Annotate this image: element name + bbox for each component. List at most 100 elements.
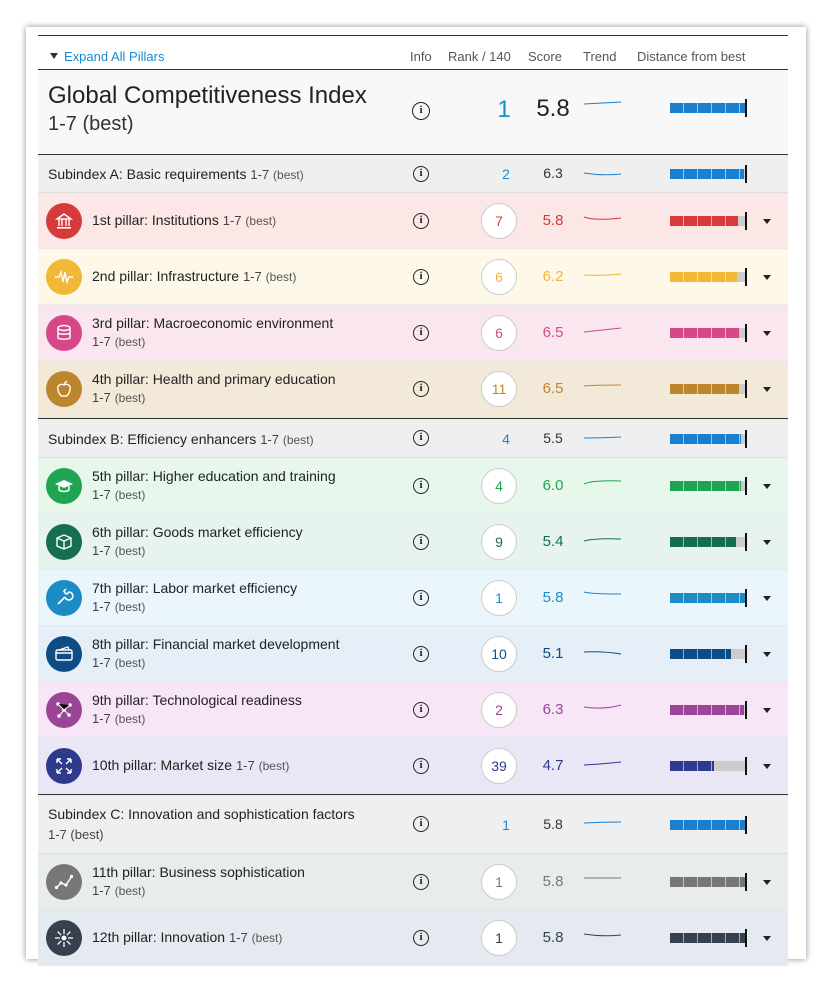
pillar-scale-note: (best) bbox=[114, 488, 146, 502]
pillar-bg bbox=[38, 626, 404, 681]
pillar-bg bbox=[38, 854, 404, 909]
pillar-scale: 1-7 bbox=[92, 390, 111, 405]
trend-sparkline bbox=[583, 538, 622, 542]
chevron-down-icon[interactable] bbox=[763, 275, 771, 280]
pillar-bg bbox=[38, 682, 404, 737]
pillar-row[interactable]: 7th pillar: Labor market efficiency 1-7 (… bbox=[38, 570, 788, 626]
pillar-row[interactable]: 8th pillar: Financial market development… bbox=[38, 626, 788, 682]
info-icon[interactable]: i bbox=[413, 816, 429, 832]
best-marker bbox=[745, 757, 747, 775]
pillar-scale: 1-7 bbox=[228, 930, 248, 945]
pillar-row[interactable]: 10th pillar: Market size 1-7 (best) i 39 4.… bbox=[38, 738, 788, 794]
info-icon[interactable]: i bbox=[413, 269, 429, 285]
pillar-scale-note: (best) bbox=[114, 884, 146, 898]
chevron-down-icon[interactable] bbox=[763, 936, 771, 941]
distance-fill bbox=[670, 272, 737, 282]
chevron-down-icon[interactable] bbox=[763, 708, 771, 713]
pillar-scale-note: (best) bbox=[114, 391, 146, 405]
trend-sparkline bbox=[584, 877, 621, 879]
info-icon[interactable]: i bbox=[413, 646, 429, 662]
pillar-scale: 1-7 bbox=[242, 269, 262, 284]
pillar-bg bbox=[38, 193, 404, 248]
pillar-row[interactable]: 12th pillar: Innovation 1-7 (best) i 1 5.8 bbox=[38, 910, 788, 966]
expand-label: Expand All Pillars bbox=[64, 49, 165, 64]
pillar-name: 2nd pillar: Infrastructure bbox=[92, 268, 240, 284]
subindex-a-score: 6.3 bbox=[543, 165, 563, 181]
pillar-name: 10th pillar: Market size bbox=[92, 757, 233, 773]
gci-scale: 1-7 (best) bbox=[48, 113, 134, 135]
pillar-score: 6.0 bbox=[542, 477, 564, 494]
pillar-row[interactable]: 11th pillar: Business sophistication 1-7 … bbox=[38, 854, 788, 910]
best-marker bbox=[745, 929, 747, 947]
trend-sparkline bbox=[583, 273, 622, 276]
gci-rank: 1 bbox=[497, 96, 511, 123]
pillar-name: 5th pillar: Higher education and trainin… bbox=[92, 468, 336, 484]
pillar-bg bbox=[38, 570, 404, 625]
info-icon[interactable]: i bbox=[412, 102, 430, 120]
expand-all-pillars-link[interactable]: Expand All Pillars bbox=[50, 49, 164, 64]
info-icon[interactable]: i bbox=[413, 874, 429, 890]
subindex-a-rank: 2 bbox=[502, 166, 510, 182]
info-icon[interactable]: i bbox=[413, 758, 429, 774]
distance-bar bbox=[670, 380, 747, 398]
subindex-b-scale: 1-7 bbox=[260, 432, 279, 447]
chevron-down-icon[interactable] bbox=[763, 540, 771, 545]
pillar-bg bbox=[38, 249, 404, 304]
pillar-scale-note: (best) bbox=[251, 931, 283, 945]
info-icon[interactable]: i bbox=[413, 213, 429, 229]
pillar-scale: 1-7 bbox=[92, 883, 111, 898]
pillar-title: 4th pillar: Health and primary education… bbox=[92, 370, 336, 407]
distance-fill bbox=[670, 169, 745, 179]
gci-title: Global Competitiveness Index bbox=[48, 82, 367, 109]
pillar-title: 3rd pillar: Macroeconomic environment 1-7… bbox=[92, 314, 333, 351]
col-score: Score bbox=[528, 49, 562, 64]
subindex-a-scale: 1-7 bbox=[250, 167, 270, 182]
chevron-down-icon[interactable] bbox=[763, 764, 771, 769]
best-marker bbox=[745, 212, 747, 230]
pillar-row[interactable]: 2nd pillar: Infrastructure 1-7 (best) i 6 6… bbox=[38, 249, 788, 305]
chevron-down-icon[interactable] bbox=[763, 387, 771, 392]
pillar-name: 4th pillar: Health and primary education bbox=[92, 371, 336, 387]
pillar-row[interactable]: 6th pillar: Goods market efficiency 1-7 (… bbox=[38, 514, 788, 570]
info-icon[interactable]: i bbox=[413, 930, 429, 946]
pillar-rank: 1 bbox=[481, 580, 517, 616]
pillar-scale-note: (best) bbox=[114, 544, 146, 558]
chevron-down-icon[interactable] bbox=[763, 484, 771, 489]
info-icon[interactable]: i bbox=[413, 534, 429, 550]
pillar-name: 8th pillar: Financial market development bbox=[92, 636, 340, 652]
info-icon[interactable]: i bbox=[413, 381, 429, 397]
pillar-row[interactable]: 9th pillar: Technological readiness 1-7 (… bbox=[38, 682, 788, 738]
pillar-score: 5.4 bbox=[542, 533, 564, 550]
best-marker bbox=[745, 380, 747, 398]
building-icon bbox=[46, 203, 82, 239]
best-marker bbox=[745, 701, 747, 719]
info-icon[interactable]: i bbox=[413, 590, 429, 606]
chevron-down-icon[interactable] bbox=[763, 880, 771, 885]
pillar-row[interactable]: 3rd pillar: Macroeconomic environment 1-7… bbox=[38, 305, 788, 361]
info-icon[interactable]: i bbox=[413, 166, 429, 182]
pillar-name: 9th pillar: Technological readiness bbox=[92, 692, 302, 708]
info-icon[interactable]: i bbox=[413, 478, 429, 494]
pillar-rank: 9 bbox=[481, 524, 517, 560]
distance-bar bbox=[670, 816, 747, 834]
distance-bar bbox=[670, 645, 747, 663]
distance-fill bbox=[670, 537, 737, 547]
info-icon[interactable]: i bbox=[413, 430, 429, 446]
pillar-title: 9th pillar: Technological readiness 1-7 (… bbox=[92, 691, 302, 728]
chevron-down-icon[interactable] bbox=[763, 596, 771, 601]
chevron-down-icon[interactable] bbox=[763, 219, 771, 224]
pillar-row[interactable]: 1st pillar: Institutions 1-7 (best) i 7 5.8 bbox=[38, 193, 788, 249]
pillar-row[interactable]: 5th pillar: Higher education and trainin… bbox=[38, 458, 788, 514]
subindex-a-scale-note: (best) bbox=[273, 168, 304, 182]
chevron-down-icon[interactable] bbox=[763, 331, 771, 336]
distance-fill bbox=[670, 103, 746, 113]
chart-line-icon bbox=[46, 864, 82, 900]
pillar-name: 12th pillar: Innovation bbox=[92, 929, 226, 945]
pillar-row[interactable]: 4th pillar: Health and primary education… bbox=[38, 361, 788, 418]
pillar-bg bbox=[38, 738, 404, 793]
burst-icon bbox=[46, 920, 82, 956]
best-marker bbox=[745, 165, 747, 183]
info-icon[interactable]: i bbox=[413, 325, 429, 341]
info-icon[interactable]: i bbox=[413, 702, 429, 718]
chevron-down-icon[interactable] bbox=[763, 652, 771, 657]
